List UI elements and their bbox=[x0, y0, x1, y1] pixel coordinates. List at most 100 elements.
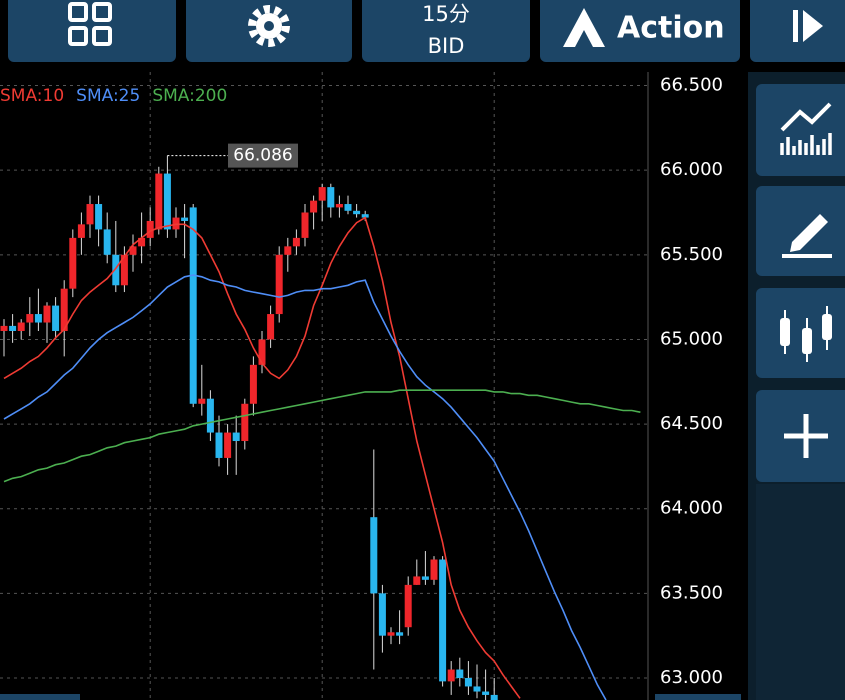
candle-body bbox=[34, 314, 42, 323]
side-empty bbox=[756, 484, 845, 700]
bottom-tab bbox=[655, 694, 741, 700]
play-bar bbox=[793, 10, 798, 42]
action-label: Action bbox=[617, 11, 725, 46]
play-icon bbox=[803, 10, 823, 42]
candle-body bbox=[318, 187, 326, 201]
sma-line bbox=[3, 274, 607, 700]
candle-body bbox=[163, 173, 171, 230]
draw-button[interactable] bbox=[756, 186, 845, 276]
candle-body bbox=[292, 237, 300, 247]
sma-line bbox=[3, 216, 521, 699]
candle-body bbox=[232, 432, 240, 442]
action-logo bbox=[563, 8, 605, 47]
indicator-bars bbox=[780, 133, 832, 155]
candle-body bbox=[378, 593, 386, 636]
candle-body bbox=[353, 210, 361, 215]
candle-body bbox=[0, 325, 8, 331]
candles-icon bbox=[780, 306, 832, 362]
candle-body bbox=[267, 314, 275, 340]
candle-body bbox=[69, 237, 77, 289]
candle-body bbox=[120, 254, 128, 286]
candle-body bbox=[52, 305, 60, 331]
candle-body bbox=[95, 204, 103, 230]
candle-body bbox=[439, 559, 447, 682]
sma-line bbox=[3, 389, 641, 483]
y-tick-label: 63.000 bbox=[660, 667, 723, 688]
price-side: BID bbox=[428, 34, 465, 58]
pen-underline bbox=[782, 254, 832, 258]
candle-body bbox=[155, 173, 163, 230]
bottom-tab bbox=[0, 694, 80, 700]
candle-body bbox=[430, 559, 438, 580]
candle-body bbox=[86, 204, 94, 225]
y-tick-label: 65.500 bbox=[660, 244, 723, 265]
candle-body bbox=[198, 398, 206, 404]
candle-body bbox=[335, 204, 343, 208]
legend-entry: SMA:10 bbox=[0, 86, 64, 106]
candle-body bbox=[301, 212, 309, 238]
candle-body bbox=[456, 669, 464, 678]
toolbar: 15分 BID Action bbox=[8, 0, 845, 62]
candle-body bbox=[482, 691, 490, 695]
y-tick-label: 66.500 bbox=[660, 75, 723, 96]
pen-icon bbox=[790, 214, 828, 252]
candle-body bbox=[370, 517, 378, 594]
candle-body bbox=[60, 288, 68, 331]
plot: 66.086 bbox=[0, 72, 648, 700]
candle-body bbox=[473, 686, 481, 692]
candle-body bbox=[249, 364, 257, 404]
candle-body bbox=[396, 632, 404, 636]
candle-body bbox=[413, 576, 421, 585]
action-button[interactable] bbox=[540, 0, 740, 62]
candle-body bbox=[172, 217, 180, 230]
y-tick-label: 63.500 bbox=[660, 582, 723, 603]
y-tick-label: 66.000 bbox=[660, 159, 723, 180]
max-label-box bbox=[228, 143, 298, 168]
y-tick-label: 64.000 bbox=[660, 498, 723, 519]
candle-body bbox=[421, 576, 429, 580]
legend-entry: SMA:25 bbox=[76, 86, 140, 106]
y-tick-label: 64.500 bbox=[660, 413, 723, 434]
grid-icon bbox=[68, 2, 112, 46]
candle-body bbox=[404, 584, 412, 628]
candle-body bbox=[206, 398, 214, 433]
legend-entry: SMA:200 bbox=[152, 86, 227, 106]
candle-body bbox=[361, 214, 369, 218]
candle-body bbox=[258, 339, 266, 365]
indicator-icon bbox=[780, 102, 832, 132]
candle-body bbox=[189, 207, 197, 404]
candle-body bbox=[224, 432, 232, 458]
max-label: 66.086 bbox=[233, 146, 292, 166]
candle-body bbox=[275, 254, 283, 315]
candle-body bbox=[112, 254, 120, 286]
candle-body bbox=[327, 187, 335, 208]
chart-type-button[interactable] bbox=[756, 288, 845, 378]
candle-body bbox=[138, 237, 146, 247]
candle-body bbox=[9, 325, 17, 331]
candle-body bbox=[103, 229, 111, 255]
candle-body bbox=[17, 322, 25, 331]
period: 15分 bbox=[422, 2, 470, 26]
gear-icon bbox=[248, 5, 290, 47]
candle-body bbox=[310, 200, 318, 213]
candle-body bbox=[241, 403, 249, 442]
candle-body bbox=[129, 246, 137, 255]
candle-body bbox=[344, 204, 352, 211]
candle-body bbox=[284, 246, 292, 255]
candle-body bbox=[146, 220, 154, 238]
candle-body bbox=[387, 632, 395, 636]
candle-body bbox=[26, 314, 34, 323]
candle-body bbox=[490, 694, 498, 700]
candle-body bbox=[215, 432, 223, 458]
candle-body bbox=[447, 669, 455, 682]
period-button[interactable] bbox=[362, 0, 530, 62]
candle-body bbox=[464, 677, 472, 687]
candle-body bbox=[43, 305, 51, 323]
indicator-button[interactable] bbox=[756, 84, 845, 176]
plus-icon bbox=[784, 414, 828, 458]
candle-body bbox=[77, 224, 85, 238]
y-tick-label: 65.000 bbox=[660, 328, 723, 349]
side-panel bbox=[748, 72, 845, 700]
